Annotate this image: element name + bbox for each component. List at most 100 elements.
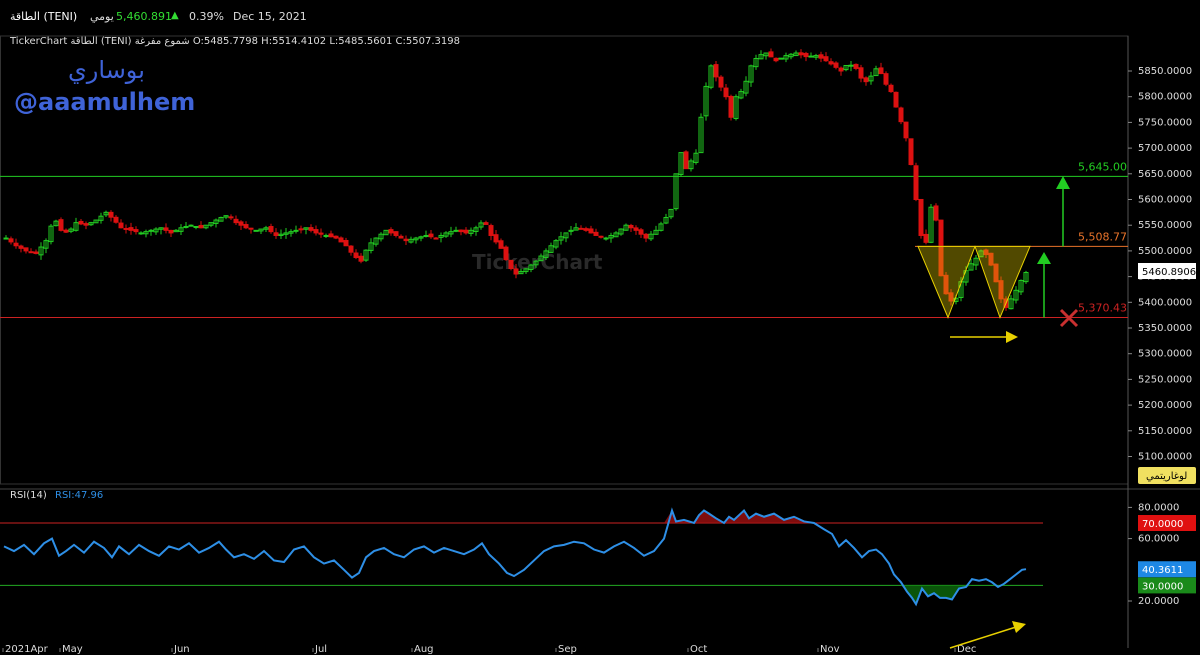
candle-down <box>118 222 124 229</box>
period-label[interactable]: يومي <box>90 10 114 23</box>
candle-up <box>788 53 794 58</box>
up-arrow-icon: ▲ <box>171 10 179 21</box>
candle-up <box>48 225 54 243</box>
x-tick-label: Nov <box>820 644 840 655</box>
price-y-label: 5800.0000 <box>1138 92 1192 103</box>
candle-up <box>708 65 714 88</box>
candle-down <box>393 231 399 236</box>
candle-up <box>93 219 99 224</box>
candle-down <box>923 233 929 243</box>
candle-up <box>693 152 699 163</box>
candle-up <box>558 236 564 241</box>
candle-up <box>813 55 819 58</box>
candle-down <box>493 234 499 243</box>
rsi-y-label: 60.0000 <box>1138 534 1179 545</box>
candle-down <box>133 229 139 233</box>
candle-up <box>518 270 524 275</box>
candle-down <box>33 251 39 254</box>
candle-down <box>458 229 464 233</box>
candle-down <box>403 238 409 242</box>
price-y-label: 5850.0000 <box>1138 66 1192 77</box>
candle-up <box>533 260 539 266</box>
candle-up <box>443 232 449 237</box>
rsi-y-label: 20.0000 <box>1138 596 1179 607</box>
price-y-label: 5500.0000 <box>1138 246 1192 257</box>
candle-down <box>228 216 234 219</box>
candle-down <box>318 232 324 235</box>
rsi-70-box <box>1138 515 1196 531</box>
candle-up <box>973 257 979 266</box>
candle-up <box>808 55 814 58</box>
candle-down <box>598 235 604 238</box>
candle-up <box>608 234 614 239</box>
price-y-label: 5650.0000 <box>1138 169 1192 180</box>
candle-up <box>98 215 104 221</box>
x-tick-label: Oct <box>690 644 707 655</box>
price-y-label: 5700.0000 <box>1138 143 1192 154</box>
x-tick-label: Jul <box>314 644 327 655</box>
candle-down <box>428 233 434 238</box>
red-x-icon <box>1059 308 1079 328</box>
candle-down <box>683 151 689 170</box>
candle-down <box>643 233 649 239</box>
candle-down <box>108 211 114 218</box>
neckline-label: 5,508.77 <box>1078 230 1127 243</box>
candle-up <box>293 229 299 232</box>
price-y-label: 5200.0000 <box>1138 400 1192 411</box>
candle-down <box>993 263 999 283</box>
last-price: 5,460.891 <box>116 10 172 23</box>
candle-up <box>1013 289 1019 301</box>
yellow-arrow-head <box>1006 331 1018 343</box>
candle-down <box>863 77 869 83</box>
candle-up <box>218 216 224 222</box>
candle-down <box>433 237 439 240</box>
candle-down <box>8 238 14 243</box>
log-button-label[interactable]: لوغاريتمي <box>1146 471 1187 482</box>
candle-up <box>158 227 164 230</box>
rsi-last-box <box>1138 561 1196 578</box>
candle-up <box>748 65 754 83</box>
candle-down <box>823 56 829 62</box>
rsi-arrow-line <box>949 626 1017 649</box>
candle-up <box>3 237 9 240</box>
candle-down <box>503 246 509 261</box>
candle-down <box>463 229 469 234</box>
candle-up <box>1023 271 1029 283</box>
candle-up <box>148 229 154 232</box>
candle-down <box>113 216 119 223</box>
candle-down <box>513 268 519 275</box>
candle-down <box>498 240 504 249</box>
candle-up <box>43 240 49 249</box>
rsi-arrow-head <box>1012 621 1026 633</box>
candle-down <box>773 57 779 62</box>
candle-down <box>828 61 834 65</box>
candle-down <box>328 233 334 238</box>
price-y-label: 5350.0000 <box>1138 323 1192 334</box>
symbol-name[interactable]: الطاقة (TENI) <box>10 10 78 23</box>
candle-down <box>588 228 594 234</box>
candle-up <box>613 232 619 238</box>
candle-up <box>793 52 799 57</box>
price-y-label: 5100.0000 <box>1138 452 1192 463</box>
candle-up <box>73 222 79 231</box>
ohlc-line: TickerChart الطاقة (TENI) شموع مفرغة O:5… <box>10 36 460 47</box>
candle-down <box>248 227 254 230</box>
candle-up <box>953 297 959 302</box>
watermark-arabic: بوساري <box>68 56 145 84</box>
candle-up <box>473 227 479 232</box>
price-y-label: 5750.0000 <box>1138 117 1192 128</box>
candle-down <box>333 235 339 239</box>
candle-up <box>183 225 189 228</box>
rsi-70-box-label: 70.0000 <box>1142 519 1183 530</box>
rsi-overbought-fill <box>4 510 1026 523</box>
candle-down <box>58 219 64 231</box>
x-tick-label: Sep <box>558 644 577 655</box>
candle-down <box>23 247 29 252</box>
candle-down <box>593 231 599 236</box>
price-y-label: 5600.0000 <box>1138 195 1192 206</box>
candle-down <box>128 227 134 231</box>
brand-watermark: TickerChart <box>472 250 603 274</box>
candle-up <box>653 229 659 235</box>
candle-down <box>353 252 359 259</box>
